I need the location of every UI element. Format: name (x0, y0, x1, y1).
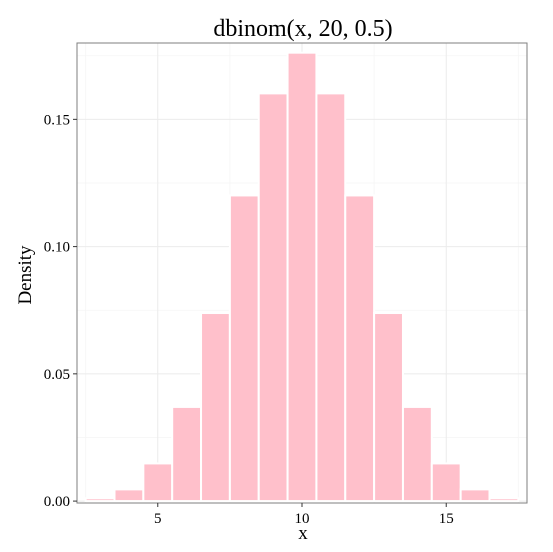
x-axis: 5 10 15 (154, 503, 454, 527)
chart-title: dbinom(x, 20, 0.5) (213, 16, 392, 42)
y-tick-label: 0.10 (44, 240, 70, 256)
bar (142, 462, 174, 503)
bar (84, 497, 116, 503)
x-tick-label: 10 (295, 511, 310, 527)
bar (200, 312, 231, 503)
bar (286, 51, 318, 503)
bar (171, 405, 203, 503)
bar (257, 92, 289, 503)
bar (344, 194, 376, 503)
bar (488, 497, 520, 503)
plot-panel (76, 42, 528, 504)
bar (228, 194, 260, 503)
bar (315, 92, 347, 503)
bar (373, 312, 404, 503)
bar (401, 405, 433, 503)
x-tick-label: 5 (154, 511, 162, 527)
x-tick-label: 15 (439, 511, 454, 527)
bar (459, 488, 491, 503)
y-tick-label: 0.00 (44, 494, 70, 510)
y-axis: 0.00 0.05 0.10 0.15 (44, 112, 77, 510)
y-axis-title: Density (15, 245, 36, 305)
x-axis-title: x (298, 523, 308, 544)
y-tick-label: 0.15 (44, 112, 70, 128)
bar (113, 488, 145, 503)
y-tick-label: 0.05 (44, 367, 70, 383)
bar (430, 462, 462, 503)
